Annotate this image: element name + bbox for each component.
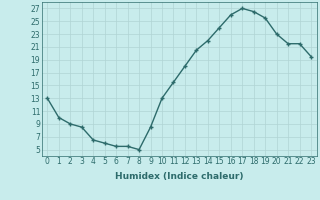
X-axis label: Humidex (Indice chaleur): Humidex (Indice chaleur) xyxy=(115,172,244,181)
